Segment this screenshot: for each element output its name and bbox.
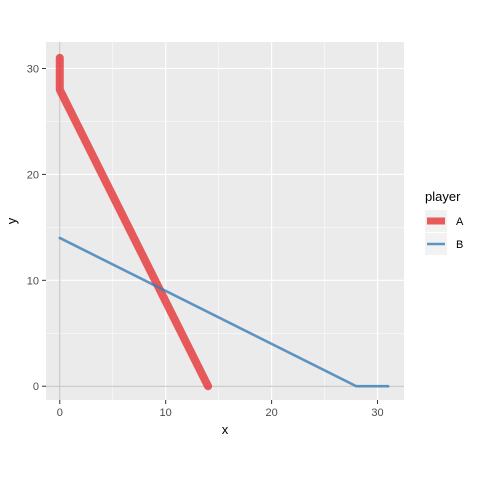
plot-panel (46, 42, 404, 400)
y-tick-label: 10 (27, 275, 39, 287)
x-tick-label: 10 (160, 407, 172, 419)
legend: player AB (425, 189, 464, 255)
legend-label-B: B (456, 239, 463, 251)
y-tick-label: 20 (27, 169, 39, 181)
x-axis-title: x (222, 422, 229, 437)
reference-lines (46, 42, 404, 400)
legend-items: AB (425, 210, 464, 255)
y-axis-title: y (4, 217, 19, 224)
y-tick-label: 30 (27, 63, 39, 75)
legend-label-A: A (456, 216, 464, 228)
series-line-B (58, 236, 390, 388)
x-tick-label: 0 (57, 407, 63, 419)
x-tick-label: 20 (265, 407, 277, 419)
series-layer (55, 53, 390, 391)
x-tick-label: 30 (371, 407, 383, 419)
y-tick-label: 0 (33, 381, 39, 393)
axes: 0 10 20 30 0 10 20 30 (27, 63, 384, 419)
legend-title: player (425, 189, 461, 204)
